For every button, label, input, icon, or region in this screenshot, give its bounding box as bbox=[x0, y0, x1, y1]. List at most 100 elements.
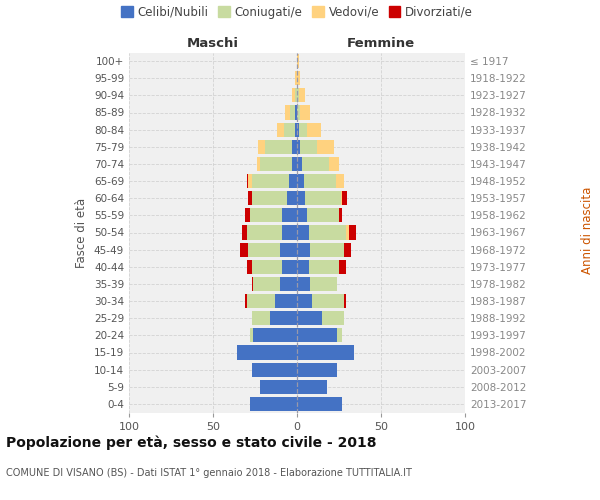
Bar bbox=[248, 242, 280, 256]
Bar bbox=[302, 157, 329, 171]
Bar bbox=[339, 208, 343, 222]
Bar bbox=[310, 277, 337, 291]
Bar bbox=[312, 294, 344, 308]
Bar bbox=[245, 208, 250, 222]
Bar bbox=[349, 226, 356, 239]
Bar bbox=[297, 71, 301, 85]
Bar bbox=[322, 311, 344, 325]
Bar bbox=[297, 140, 301, 154]
Bar bbox=[337, 328, 343, 342]
Bar bbox=[297, 88, 299, 102]
Text: COMUNE DI VISANO (BS) - Dati ISTAT 1° gennaio 2018 - Elaborazione TUTTITALIA.IT: COMUNE DI VISANO (BS) - Dati ISTAT 1° ge… bbox=[6, 468, 412, 477]
Bar bbox=[305, 191, 341, 205]
Text: Popolazione per età, sesso e stato civile - 2018: Popolazione per età, sesso e stato civil… bbox=[6, 435, 377, 450]
Bar bbox=[297, 226, 309, 239]
Bar bbox=[310, 242, 344, 256]
Bar bbox=[295, 88, 297, 102]
Bar bbox=[297, 208, 307, 222]
Bar bbox=[248, 191, 251, 205]
Bar bbox=[335, 174, 344, 188]
Bar bbox=[329, 157, 339, 171]
Bar bbox=[289, 174, 297, 188]
Bar bbox=[240, 242, 248, 256]
Bar bbox=[301, 140, 317, 154]
Bar bbox=[299, 88, 305, 102]
Bar bbox=[344, 242, 351, 256]
Bar bbox=[297, 157, 302, 171]
Y-axis label: Fasce di età: Fasce di età bbox=[76, 198, 88, 268]
Bar bbox=[259, 140, 265, 154]
Bar bbox=[343, 191, 347, 205]
Bar bbox=[251, 174, 289, 188]
Bar bbox=[247, 260, 251, 274]
Bar bbox=[280, 277, 297, 291]
Bar bbox=[284, 122, 295, 136]
Bar bbox=[236, 346, 297, 360]
Bar bbox=[282, 226, 297, 239]
Bar bbox=[339, 260, 346, 274]
Text: Maschi: Maschi bbox=[187, 37, 239, 50]
Bar bbox=[270, 311, 297, 325]
Bar bbox=[297, 122, 299, 136]
Bar bbox=[251, 362, 297, 376]
Bar bbox=[290, 106, 295, 120]
Bar bbox=[250, 397, 297, 411]
Bar bbox=[295, 122, 297, 136]
Bar bbox=[282, 260, 297, 274]
Bar bbox=[346, 226, 349, 239]
Bar bbox=[299, 122, 307, 136]
Bar bbox=[257, 157, 260, 171]
Bar bbox=[247, 294, 275, 308]
Bar bbox=[307, 208, 339, 222]
Legend: Celibi/Nubili, Coniugati/e, Vedovi/e, Divorziati/e: Celibi/Nubili, Coniugati/e, Vedovi/e, Di… bbox=[116, 1, 478, 23]
Bar bbox=[242, 226, 247, 239]
Bar bbox=[251, 191, 287, 205]
Bar bbox=[297, 328, 337, 342]
Text: Femmine: Femmine bbox=[347, 37, 415, 50]
Bar bbox=[292, 140, 297, 154]
Bar bbox=[297, 191, 305, 205]
Bar bbox=[251, 311, 270, 325]
Bar bbox=[250, 208, 282, 222]
Bar bbox=[307, 122, 320, 136]
Bar bbox=[297, 397, 343, 411]
Bar bbox=[275, 294, 297, 308]
Bar bbox=[295, 71, 297, 85]
Bar bbox=[301, 106, 310, 120]
Bar bbox=[292, 88, 295, 102]
Bar bbox=[297, 346, 354, 360]
Bar bbox=[295, 106, 297, 120]
Bar bbox=[297, 311, 322, 325]
Bar bbox=[297, 106, 301, 120]
Text: Anni di nascita: Anni di nascita bbox=[581, 186, 594, 274]
Bar bbox=[292, 157, 297, 171]
Bar bbox=[280, 242, 297, 256]
Bar bbox=[344, 294, 346, 308]
Bar bbox=[265, 140, 292, 154]
Bar bbox=[260, 157, 292, 171]
Bar bbox=[247, 174, 248, 188]
Bar bbox=[297, 380, 327, 394]
Bar bbox=[309, 260, 339, 274]
Bar bbox=[297, 242, 310, 256]
Bar bbox=[304, 174, 335, 188]
Bar bbox=[285, 106, 290, 120]
Bar bbox=[250, 328, 253, 342]
Bar bbox=[253, 277, 280, 291]
Bar bbox=[251, 260, 282, 274]
Bar bbox=[317, 140, 334, 154]
Bar bbox=[277, 122, 284, 136]
Bar bbox=[251, 277, 253, 291]
Bar bbox=[287, 191, 297, 205]
Bar bbox=[297, 174, 304, 188]
Bar bbox=[341, 191, 343, 205]
Bar bbox=[297, 54, 299, 68]
Bar bbox=[297, 362, 337, 376]
Bar bbox=[297, 294, 312, 308]
Bar bbox=[309, 226, 346, 239]
Bar bbox=[297, 277, 310, 291]
Bar bbox=[247, 226, 282, 239]
Bar bbox=[253, 328, 297, 342]
Bar bbox=[297, 260, 309, 274]
Bar bbox=[245, 294, 247, 308]
